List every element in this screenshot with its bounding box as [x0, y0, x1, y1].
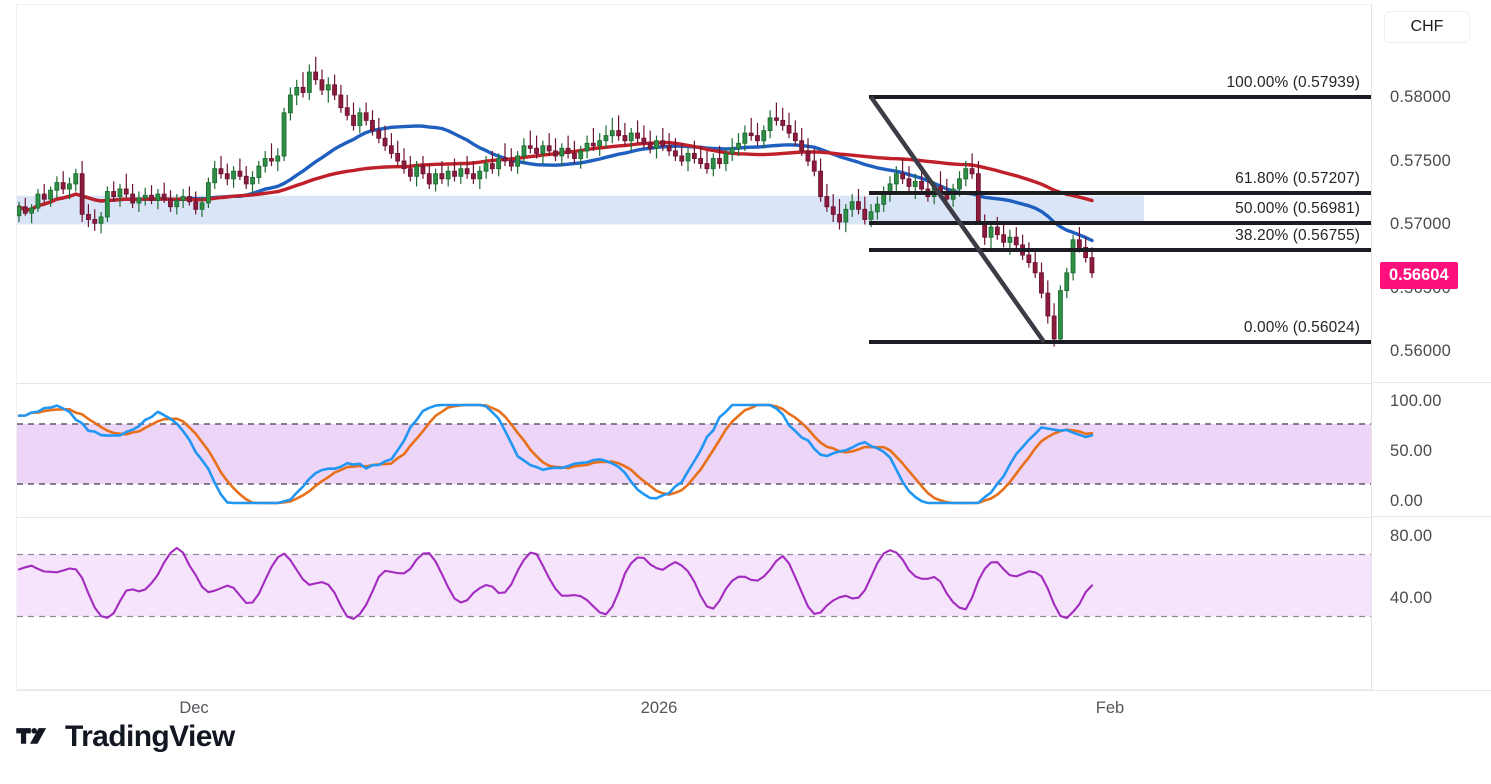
stochastic-plot[interactable] — [17, 384, 1371, 517]
stochastic-k-line — [17, 403, 1094, 505]
rsi-pane[interactable] — [17, 517, 1371, 691]
time-axis-tick: Feb — [1095, 699, 1125, 717]
rsi-plot[interactable] — [17, 518, 1371, 690]
stochastic-band — [17, 424, 1371, 484]
price-pane[interactable] — [17, 5, 1371, 382]
candlestick-series — [17, 56, 1095, 347]
fib-level-label: 38.20% (0.56755) — [1235, 227, 1360, 244]
fib-level-label: 0.00% (0.56024) — [1243, 319, 1360, 336]
rsi-axis-tick: 80.00 — [1390, 527, 1433, 545]
axis-pane-separator — [1372, 382, 1491, 383]
time-axis-tick: Dec — [179, 699, 209, 717]
time-axis-tick: 2026 — [640, 699, 678, 717]
tradingview-logo: TradingView — [16, 722, 235, 752]
price-axis-tick: 0.57500 — [1390, 151, 1452, 170]
stochastic-pane[interactable] — [17, 383, 1371, 518]
price-plot[interactable] — [17, 5, 1371, 382]
time-axis[interactable]: Dec 2026 Feb — [16, 690, 1491, 724]
fib-level-label: 50.00% (0.56981) — [1235, 200, 1360, 217]
stochastic-axis-tick: 50.00 — [1390, 442, 1433, 460]
price-axis-tick: 0.56000 — [1390, 342, 1452, 360]
tradingview-mark-icon — [16, 727, 47, 744]
current-price-badge[interactable]: 0.56604 — [1380, 262, 1458, 290]
rsi-band — [17, 554, 1371, 617]
fib-level-label: 100.00% (0.57939) — [1226, 74, 1360, 91]
stochastic-axis-tick: 0.00 — [1390, 492, 1423, 510]
price-axis-tick: 0.57000 — [1390, 215, 1452, 233]
stochastic-axis-tick: 100.00 — [1390, 392, 1442, 410]
price-axis[interactable]: CHF 0.580000.575000.570000.565000.560000… — [1371, 4, 1491, 690]
price-axis-tick: 0.58000 — [1390, 88, 1452, 106]
downtrend-line — [869, 95, 1046, 344]
rsi-axis-tick: 40.00 — [1390, 589, 1433, 607]
tradingview-wordmark: TradingView — [65, 720, 235, 753]
rsi-line — [17, 546, 1094, 620]
fib-level-label: 61.80% (0.57207) — [1235, 170, 1360, 187]
axis-pane-separator — [1372, 516, 1491, 517]
symbol-badge[interactable]: CHF — [1384, 11, 1470, 43]
chart-frame[interactable] — [16, 4, 1371, 690]
